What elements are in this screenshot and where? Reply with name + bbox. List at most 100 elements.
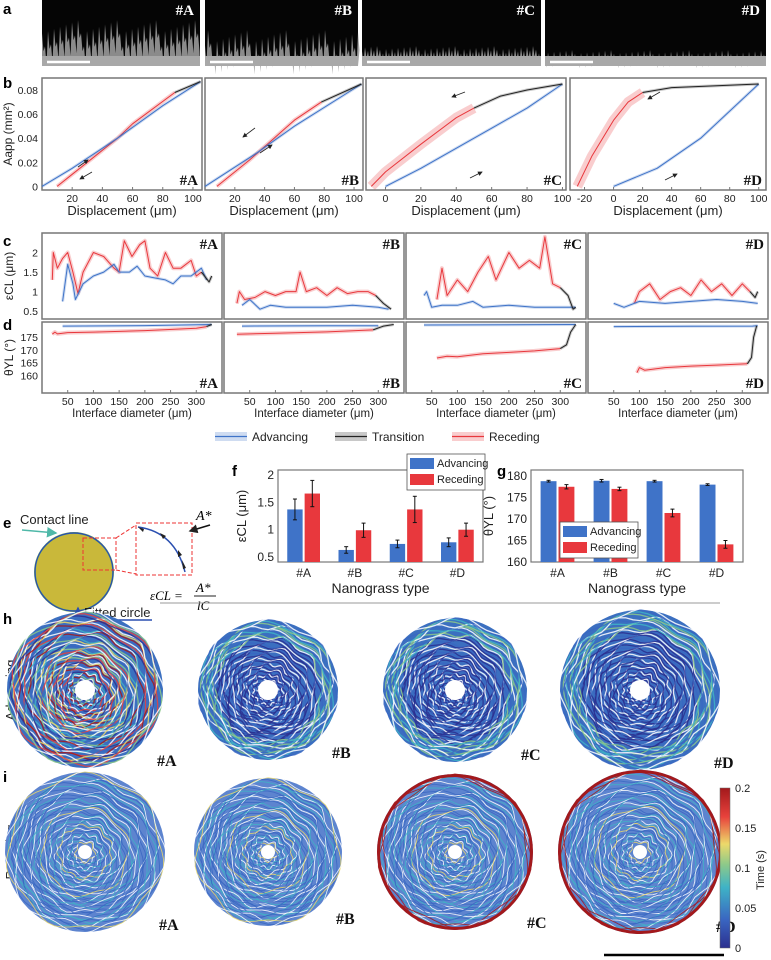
x-tick-label: #C: [656, 566, 672, 580]
series-line-receding: [236, 271, 376, 304]
series-line-receding: [636, 363, 748, 373]
x-tick-label: 250: [344, 396, 362, 408]
bar-advancing: [287, 509, 303, 562]
x-axis-label: Interface diameter (μm): [72, 408, 192, 420]
legend-item-receding: Receding: [452, 430, 540, 444]
formula-lhs: εCL =: [150, 588, 183, 603]
bar-chart-f: #A #B #C #D 0.5 1 1.5 2 Nanograss type εCL (μm) Ad…: [234, 453, 488, 596]
sample-tag: #B: [382, 237, 400, 253]
x-tick-label: 80: [318, 193, 330, 205]
y-tick-label: 160: [507, 555, 527, 569]
sem-label: #B: [334, 3, 352, 19]
x-tick-label: #A: [296, 566, 311, 580]
panel-label-i: i: [3, 769, 7, 786]
legend-label: Advancing: [252, 430, 308, 444]
direction-arrow: [647, 91, 661, 100]
legend-item-transition: Transition: [335, 430, 424, 444]
legend-label: Advancing: [437, 458, 488, 470]
colorbar-tick: 0.1: [735, 863, 750, 875]
contact-line-label: Contact line: [20, 512, 89, 527]
series-line-transition: [749, 291, 759, 298]
bar-chart-g: #A #B #C #D 160 165 170 175 180 Nanograss type θYL…: [481, 469, 744, 596]
trajectory-maps: #A #B #C #D #A #B #C #D: [3, 608, 736, 936]
direction-arrow: [242, 127, 256, 138]
bar-legend: Advancing Receding: [559, 521, 641, 559]
plot-frame: [587, 321, 769, 394]
trajectory-map: #A: [5, 610, 177, 770]
x-axis-label: Nanograss type: [588, 580, 686, 596]
x-tick-label: 250: [162, 396, 180, 408]
y-tick-label: 160: [20, 370, 38, 382]
trajectory-map: #A: [3, 770, 179, 934]
x-tick-label: 200: [136, 396, 154, 408]
series-line-transition: [206, 324, 212, 328]
panel-label-d: d: [3, 317, 12, 334]
x-tick-label: 50: [426, 396, 438, 408]
plot-bA: 20 40 60 80 100 Displacement (μm) 0 0.02 0.04 0.0…: [1, 77, 203, 218]
panel-label-h: h: [3, 611, 12, 628]
trajectory-map: #C: [375, 772, 547, 932]
sample-tag: #C: [521, 747, 541, 764]
trajectory-map: #C: [381, 616, 541, 764]
legend-label: Advancing: [590, 526, 641, 538]
series-line-transition: [174, 81, 201, 93]
sem-label: #A: [176, 3, 195, 19]
colorbar-tick: 0.15: [735, 823, 756, 835]
series-line-advancing: [423, 324, 576, 326]
plot-frame: [223, 232, 405, 320]
y-tick-label: 2: [267, 468, 274, 482]
x-tick-label: 100: [267, 396, 285, 408]
x-tick-label: 40: [259, 193, 271, 205]
sem-image: #A: [42, 0, 200, 66]
plot-frame: [405, 232, 587, 320]
y-tick-label: 165: [507, 534, 527, 548]
series-line-advancing: [204, 83, 362, 187]
series-line-receding: [216, 101, 322, 187]
x-tick-label: #C: [398, 566, 414, 580]
y-tick-label: 1: [267, 523, 274, 537]
direction-arrow: [451, 91, 466, 98]
bar-receding: [407, 509, 423, 562]
x-tick-label: 60: [127, 193, 139, 205]
bar-receding: [304, 493, 320, 562]
series-line-receding: [436, 236, 561, 300]
colorbar-tick: 0: [735, 943, 741, 955]
panel-label-g: g: [497, 463, 506, 480]
bar-advancing: [646, 481, 663, 562]
direction-arrow: [77, 159, 89, 168]
x-axis-label: Nanograss type: [331, 580, 429, 596]
contact-line-diagram: Contact line A* εCL = A* lC Fitted circl…: [20, 509, 216, 621]
colorbar-tick: 0.2: [735, 783, 750, 795]
x-tick-label: 60: [695, 193, 707, 205]
y-tick-label: 0.06: [18, 109, 39, 121]
sample-tag: #A: [200, 237, 219, 253]
sample-tag: #D: [746, 376, 765, 392]
x-tick-label: 60: [486, 193, 498, 205]
x-tick-label: 100: [631, 396, 649, 408]
legend-item-advancing: Advancing: [215, 430, 308, 444]
x-tick-label: 200: [500, 396, 518, 408]
legend-label: Transition: [372, 430, 424, 444]
x-axis-label: Displacement (μm): [67, 203, 176, 218]
direction-arrow: [79, 171, 93, 180]
series-line-advancing: [613, 325, 758, 328]
series-line-receding: [576, 92, 643, 187]
series-line-advancing: [613, 83, 760, 187]
y-tick-label: 165: [20, 358, 38, 370]
x-tick-label: 250: [526, 396, 544, 408]
plot-frame: [365, 77, 567, 191]
series-line-receding: [236, 329, 374, 335]
series-line-receding: [370, 107, 475, 187]
legend-label: Receding: [489, 430, 540, 444]
formula-denominator: lC: [197, 598, 210, 613]
sample-tag: #B: [336, 911, 355, 928]
colorbar-tick: 0.05: [735, 903, 756, 915]
y-axis-label: εCL (μm): [2, 252, 16, 300]
plot-cD: #D: [587, 232, 769, 320]
trajectory-map: #D: [556, 768, 736, 936]
series-line-advancing: [385, 83, 563, 187]
plot-cC: #C: [405, 232, 587, 320]
